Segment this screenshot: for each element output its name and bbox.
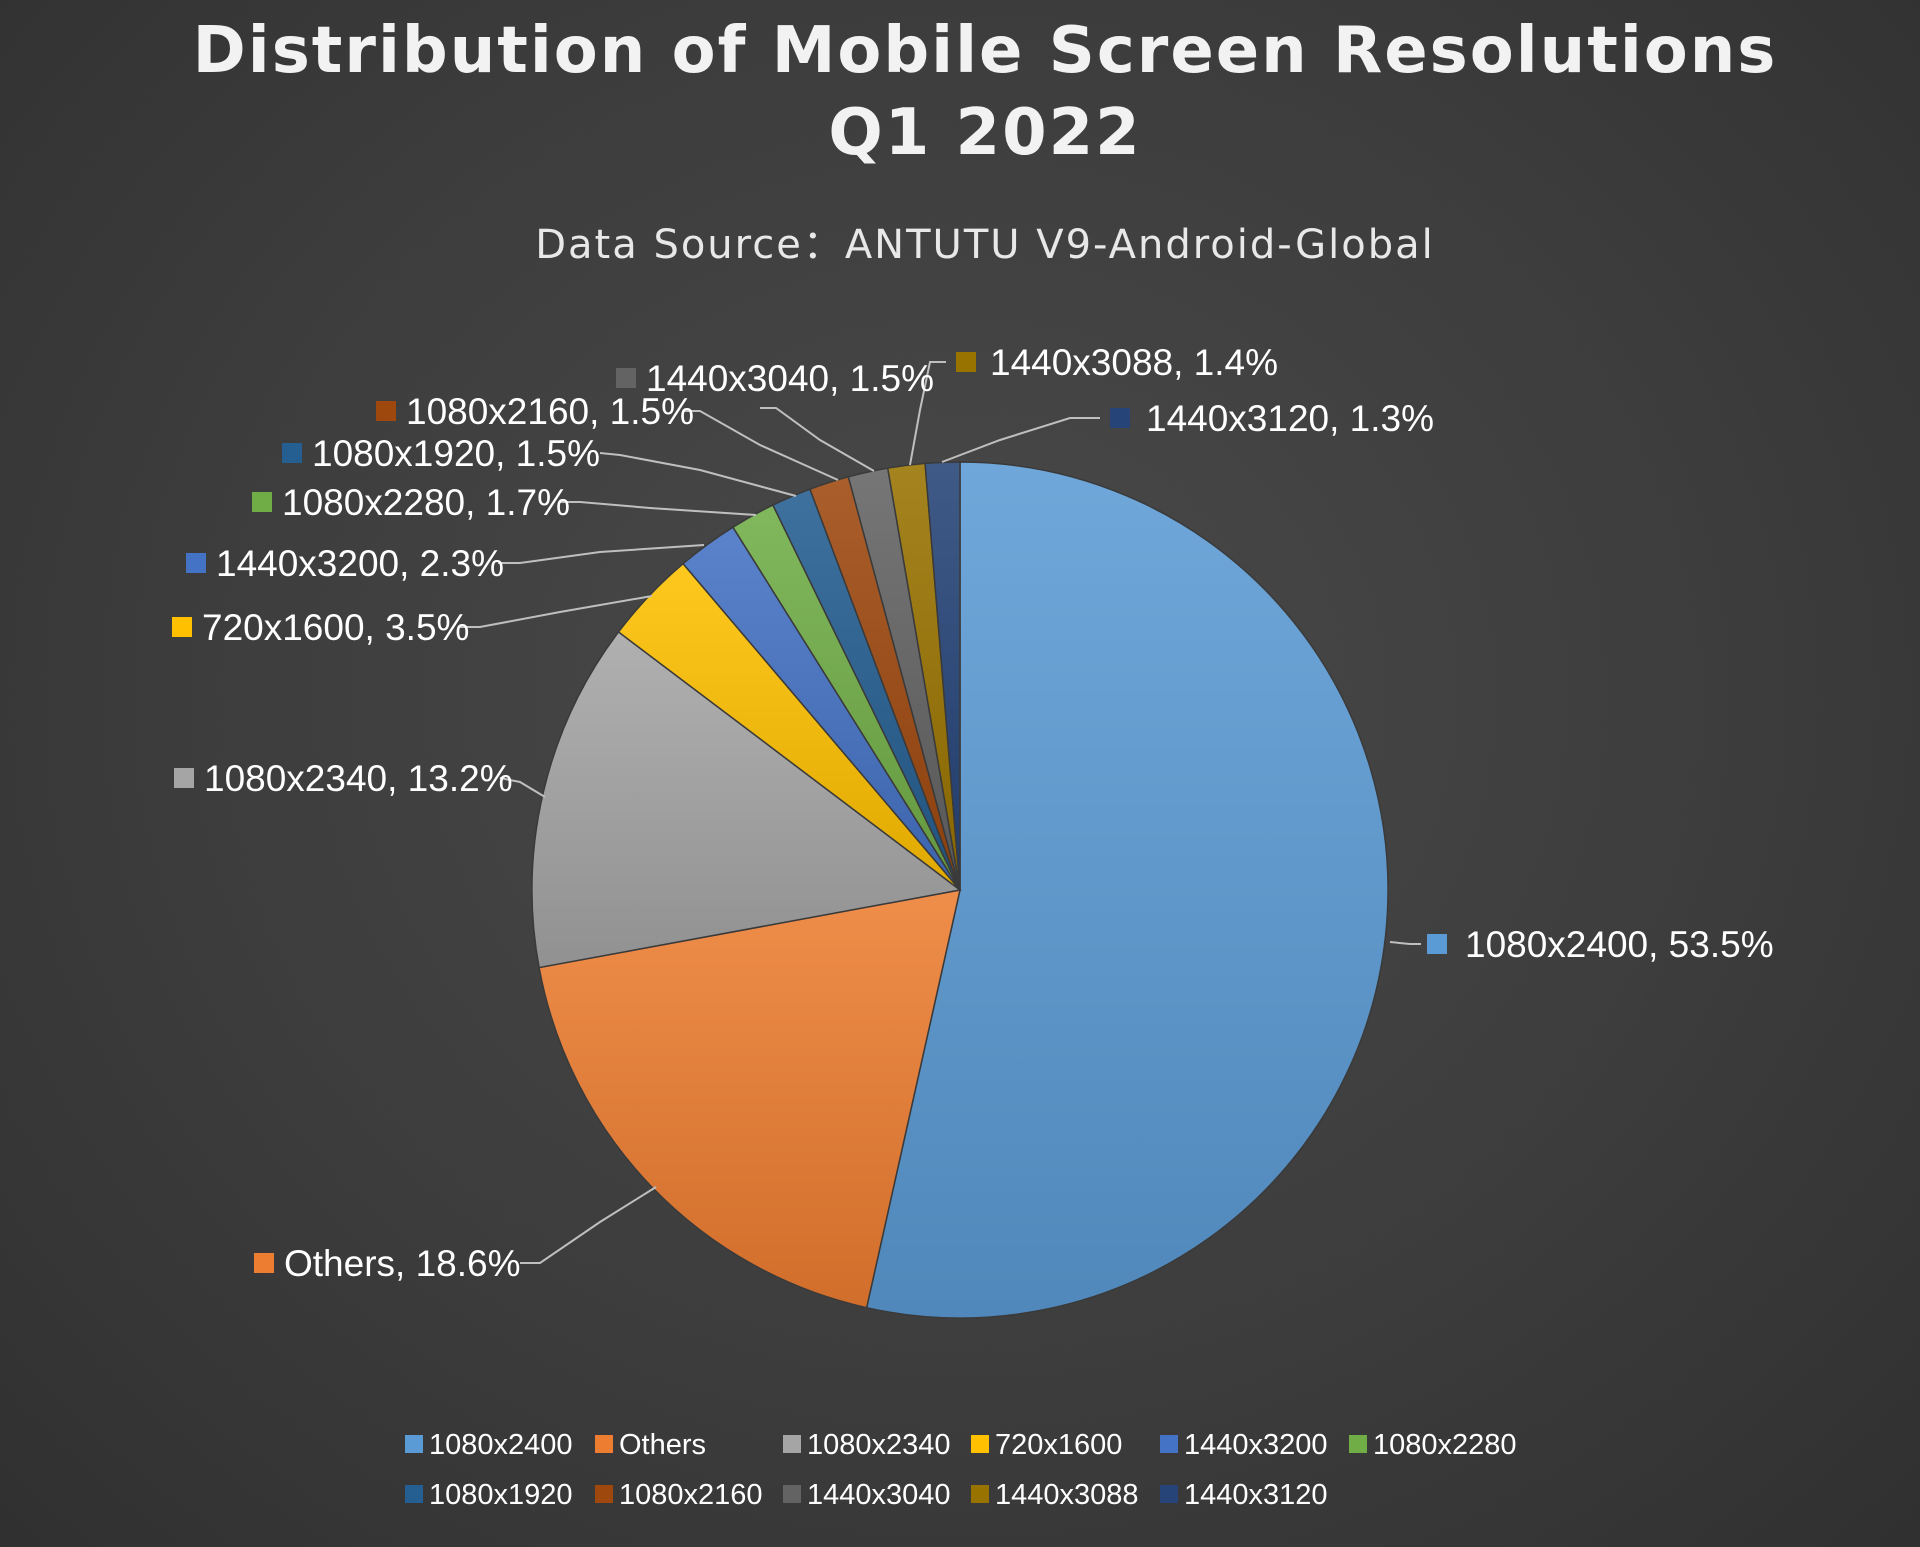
data-label-swatch-1080x2280 xyxy=(252,492,272,512)
legend-label: 1080x2280 xyxy=(1373,1429,1517,1461)
legend-item-others: Others xyxy=(595,1429,706,1461)
legend-swatch xyxy=(783,1485,801,1503)
data-label-720x1600: 720x1600, 3.5% xyxy=(202,607,469,648)
pie-slices xyxy=(531,461,1389,1319)
leader-line-1080x1920 xyxy=(599,452,797,497)
leader-lines xyxy=(460,361,1421,1264)
chart-title-line-1: Distribution of Mobile Screen Resolution… xyxy=(192,14,1778,88)
data-label-swatch-720x1600 xyxy=(172,617,192,637)
legend-item-1440x3088: 1440x3088 xyxy=(971,1479,1139,1511)
leader-line-1080x2160 xyxy=(684,410,839,481)
legend-item-1080x2160: 1080x2160 xyxy=(595,1479,763,1511)
legend-swatch xyxy=(783,1435,801,1453)
leader-line-1080x2400 xyxy=(1389,941,1421,945)
data-label-1080x1920: 1080x1920, 1.5% xyxy=(312,433,600,474)
legend-item-1080x2280: 1080x2280 xyxy=(1349,1429,1517,1461)
chart-title: Distribution of Mobile Screen Resolution… xyxy=(0,10,1920,174)
data-label-1440x3200: 1440x3200, 2.3% xyxy=(216,543,504,584)
data-label-swatch-others xyxy=(254,1253,274,1273)
data-label-1080x2280: 1080x2280, 1.7% xyxy=(282,482,570,523)
data-label-swatch-1080x1920 xyxy=(282,443,302,463)
legend-item-1080x2340: 1080x2340 xyxy=(783,1429,951,1461)
legend-item-1080x1920: 1080x1920 xyxy=(405,1479,573,1511)
leader-line-1440x3120 xyxy=(941,417,1100,463)
legend-swatch xyxy=(971,1485,989,1503)
data-labels: 1080x2400, 53.5% Others, 18.6% 1080x2340, … xyxy=(172,342,1774,1284)
data-label-1440x3120: 1440x3120, 1.3% xyxy=(1146,398,1434,439)
legend-label: 1440x3088 xyxy=(995,1479,1139,1511)
legend-label: 1080x2400 xyxy=(429,1429,573,1461)
pie-slice-others xyxy=(538,889,961,1309)
legend-swatch xyxy=(1160,1485,1178,1503)
legend-item-720x1600: 720x1600 xyxy=(971,1429,1122,1461)
data-label-swatch-1080x2340 xyxy=(174,768,194,788)
data-label-swatch-1440x3088 xyxy=(956,352,976,372)
data-label-swatch-1440x3040 xyxy=(616,368,636,388)
legend-label: 1440x3120 xyxy=(1184,1479,1328,1511)
legend-item-1440x3040: 1440x3040 xyxy=(783,1479,951,1511)
chart-subtitle: Data Source：ANTUTU V9-Android-Global xyxy=(535,222,1435,268)
legend-label: 1440x3040 xyxy=(807,1479,951,1511)
leader-line-1440x3088 xyxy=(909,361,946,466)
data-label-1440x3088: 1440x3088, 1.4% xyxy=(990,342,1278,383)
data-label-swatch-1440x3200 xyxy=(186,553,206,573)
leader-line-1440x3200 xyxy=(498,544,705,564)
legend-label: 1080x1920 xyxy=(429,1479,573,1511)
legend-label: 720x1600 xyxy=(995,1429,1122,1461)
legend-swatch xyxy=(405,1435,423,1453)
leader-line-1080x2340 xyxy=(499,777,546,798)
data-label-swatch-1080x2160 xyxy=(376,401,396,421)
data-label-others: Others, 18.6% xyxy=(284,1243,521,1284)
pie-slice-1080x2400 xyxy=(865,461,1389,1319)
leader-line-1440x3040 xyxy=(760,407,875,472)
legend-label: 1440x3200 xyxy=(1184,1429,1328,1461)
data-label-1440x3040: 1440x3040, 1.5% xyxy=(646,358,934,399)
data-label-swatch-1440x3120 xyxy=(1110,408,1130,428)
legend-swatch xyxy=(971,1435,989,1453)
legend: 1080x2400 Others 1080x2340 720x1600 1440x320… xyxy=(405,1429,1517,1511)
leader-line-720x1600 xyxy=(460,595,653,628)
legend-swatch xyxy=(595,1485,613,1503)
leader-line-others xyxy=(520,1186,657,1264)
legend-label: 1080x2340 xyxy=(807,1429,951,1461)
legend-item-1080x2400: 1080x2400 xyxy=(405,1429,573,1461)
legend-label: 1080x2160 xyxy=(619,1479,763,1511)
legend-swatch xyxy=(1160,1435,1178,1453)
legend-label: Others xyxy=(619,1429,706,1461)
legend-swatch xyxy=(1349,1435,1367,1453)
legend-item-1440x3200: 1440x3200 xyxy=(1160,1429,1328,1461)
legend-swatch xyxy=(405,1485,423,1503)
leader-line-1080x2280 xyxy=(560,501,757,516)
legend-item-1440x3120: 1440x3120 xyxy=(1160,1479,1328,1511)
chart-title-line-2: Q1 2022 xyxy=(828,96,1142,170)
legend-swatch xyxy=(595,1435,613,1453)
data-label-1080x2340: 1080x2340, 13.2% xyxy=(204,758,513,799)
data-label-1080x2400: 1080x2400, 53.5% xyxy=(1465,924,1774,965)
data-label-swatch-1080x2400 xyxy=(1427,934,1447,954)
pie-slice-1080x2340 xyxy=(531,630,962,969)
data-label-1080x2160: 1080x2160, 1.5% xyxy=(406,391,694,432)
